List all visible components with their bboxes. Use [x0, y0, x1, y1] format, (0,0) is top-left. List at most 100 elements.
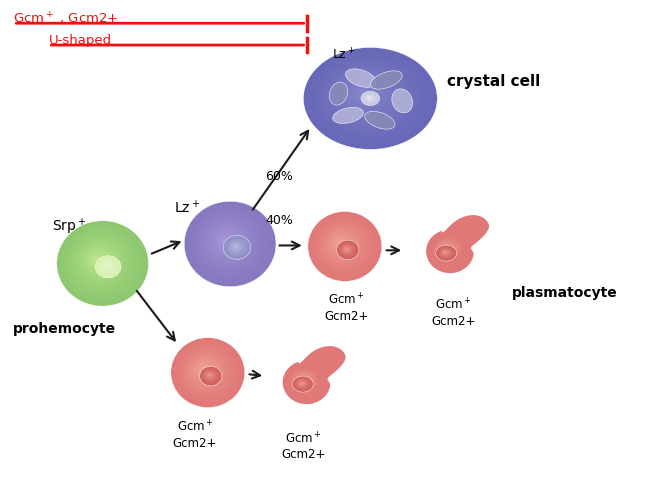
Ellipse shape — [191, 207, 268, 279]
Ellipse shape — [106, 265, 108, 267]
Ellipse shape — [334, 71, 398, 120]
Ellipse shape — [171, 338, 245, 407]
Ellipse shape — [336, 238, 347, 249]
Ellipse shape — [299, 382, 304, 386]
Ellipse shape — [343, 245, 352, 253]
Ellipse shape — [99, 259, 116, 274]
Ellipse shape — [321, 224, 365, 266]
Ellipse shape — [438, 247, 454, 259]
Ellipse shape — [368, 97, 371, 99]
Ellipse shape — [207, 373, 212, 378]
Ellipse shape — [311, 215, 378, 278]
Ellipse shape — [327, 66, 408, 127]
Polygon shape — [294, 371, 315, 389]
Polygon shape — [300, 377, 308, 384]
Ellipse shape — [297, 380, 308, 387]
Ellipse shape — [79, 242, 119, 280]
Ellipse shape — [89, 251, 107, 268]
Ellipse shape — [346, 81, 384, 109]
Polygon shape — [298, 375, 310, 386]
Ellipse shape — [202, 367, 206, 371]
Ellipse shape — [329, 232, 355, 256]
Ellipse shape — [60, 224, 145, 303]
Ellipse shape — [187, 353, 224, 388]
Polygon shape — [439, 242, 456, 257]
Ellipse shape — [343, 246, 350, 252]
Ellipse shape — [444, 252, 446, 253]
Ellipse shape — [443, 251, 447, 254]
Ellipse shape — [337, 240, 359, 260]
Ellipse shape — [341, 244, 354, 255]
Ellipse shape — [229, 241, 243, 253]
Ellipse shape — [184, 350, 228, 392]
Ellipse shape — [189, 206, 270, 281]
Ellipse shape — [300, 383, 302, 384]
Polygon shape — [431, 235, 464, 264]
Ellipse shape — [177, 344, 236, 400]
Ellipse shape — [353, 86, 374, 102]
Ellipse shape — [205, 221, 249, 262]
Ellipse shape — [202, 218, 253, 266]
Ellipse shape — [365, 111, 395, 129]
Ellipse shape — [336, 73, 395, 118]
Ellipse shape — [234, 245, 237, 247]
Text: prohemocyte: prohemocyte — [13, 322, 116, 336]
Ellipse shape — [220, 235, 231, 245]
Text: Gcm$^+$ , Gcm2+: Gcm$^+$ , Gcm2+ — [14, 11, 119, 27]
Ellipse shape — [299, 381, 306, 386]
Ellipse shape — [190, 357, 220, 385]
Text: Lz$^+$: Lz$^+$ — [332, 47, 356, 62]
Ellipse shape — [98, 258, 117, 275]
Ellipse shape — [97, 257, 119, 276]
Ellipse shape — [204, 370, 217, 382]
Ellipse shape — [82, 245, 116, 276]
Ellipse shape — [95, 258, 99, 261]
Text: plasmatocyte: plasmatocyte — [512, 285, 618, 300]
Ellipse shape — [71, 235, 130, 289]
Ellipse shape — [392, 89, 413, 113]
Ellipse shape — [94, 256, 101, 263]
Ellipse shape — [323, 62, 413, 131]
Ellipse shape — [293, 377, 312, 391]
Ellipse shape — [62, 225, 142, 301]
Ellipse shape — [227, 238, 247, 256]
Text: Gcm$^+$
Gcm2+: Gcm$^+$ Gcm2+ — [324, 292, 368, 323]
Ellipse shape — [84, 247, 114, 274]
Ellipse shape — [179, 346, 234, 398]
Ellipse shape — [316, 219, 371, 272]
Ellipse shape — [207, 223, 247, 261]
Ellipse shape — [199, 365, 210, 375]
Ellipse shape — [371, 71, 402, 89]
Polygon shape — [283, 346, 346, 404]
Ellipse shape — [292, 376, 313, 392]
Ellipse shape — [338, 242, 357, 258]
Ellipse shape — [95, 256, 121, 278]
Ellipse shape — [366, 95, 374, 101]
Ellipse shape — [204, 220, 251, 264]
Ellipse shape — [365, 95, 374, 102]
Ellipse shape — [345, 247, 349, 251]
Ellipse shape — [100, 260, 115, 273]
Ellipse shape — [184, 202, 276, 286]
Polygon shape — [302, 379, 306, 382]
Polygon shape — [291, 369, 317, 391]
Ellipse shape — [310, 53, 428, 142]
Ellipse shape — [298, 380, 306, 387]
Ellipse shape — [350, 84, 377, 104]
Ellipse shape — [215, 230, 237, 251]
Ellipse shape — [320, 61, 416, 134]
Ellipse shape — [315, 57, 422, 138]
Ellipse shape — [435, 245, 457, 261]
Ellipse shape — [205, 371, 215, 380]
Ellipse shape — [314, 218, 374, 274]
Ellipse shape — [313, 216, 376, 276]
Ellipse shape — [439, 247, 453, 258]
Ellipse shape — [344, 247, 350, 252]
Ellipse shape — [332, 235, 350, 252]
Ellipse shape — [201, 367, 221, 385]
Ellipse shape — [96, 257, 120, 277]
Ellipse shape — [355, 88, 371, 100]
Polygon shape — [435, 239, 460, 261]
Ellipse shape — [199, 215, 258, 270]
Ellipse shape — [326, 229, 359, 260]
